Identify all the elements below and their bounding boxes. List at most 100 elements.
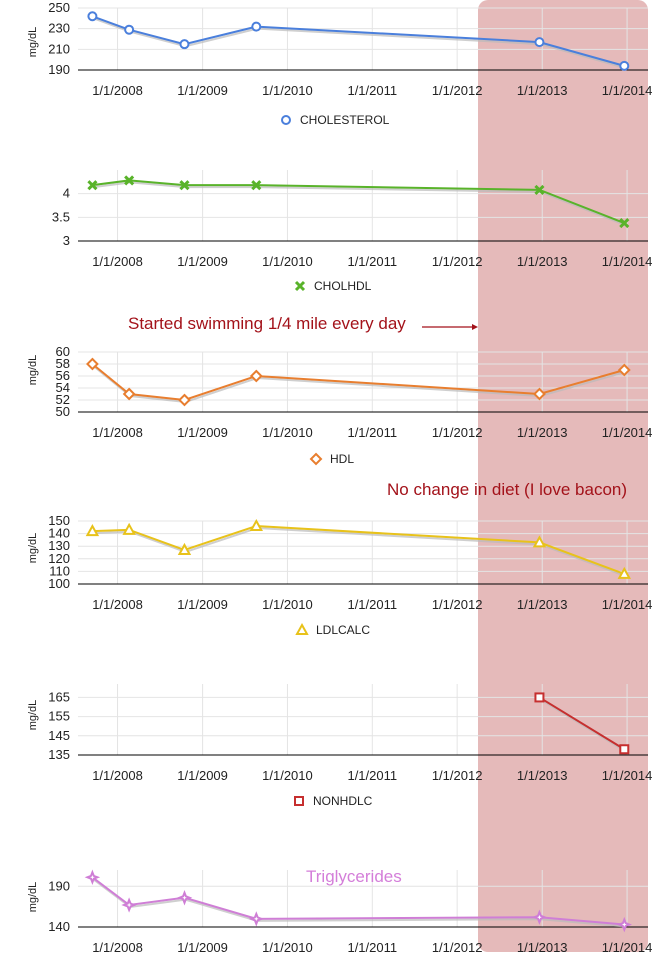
series-line bbox=[92, 15, 625, 67]
data-point bbox=[617, 566, 631, 579]
x-tick-label: 1/1/2012 bbox=[432, 940, 483, 955]
data-point bbox=[534, 37, 545, 48]
data-point bbox=[122, 522, 136, 535]
x-tick-label: 1/1/2009 bbox=[177, 425, 228, 440]
series-line bbox=[538, 696, 625, 751]
x-tick-label: 1/1/2012 bbox=[432, 597, 483, 612]
series-line bbox=[92, 179, 625, 224]
legend-marker bbox=[294, 280, 306, 292]
legend-label: HDL bbox=[330, 452, 354, 466]
data-point bbox=[124, 24, 135, 35]
x-tick-label: 1/1/2011 bbox=[347, 597, 397, 612]
series-line bbox=[92, 525, 625, 575]
x-tick-label: 1/1/2012 bbox=[432, 425, 483, 440]
series-line bbox=[91, 363, 625, 402]
x-tick-label: 1/1/2010 bbox=[262, 940, 313, 955]
x-tick-label: 1/1/2010 bbox=[262, 425, 313, 440]
x-tick-label: 1/1/2008 bbox=[92, 597, 143, 612]
series-shadow bbox=[93, 181, 626, 226]
y-tick-label: 60 bbox=[56, 344, 70, 359]
y-tick-label: 145 bbox=[48, 728, 70, 743]
y-tick-label: 54 bbox=[56, 380, 70, 395]
data-point bbox=[87, 11, 98, 22]
y-tick-label: 165 bbox=[48, 689, 70, 704]
swimming-annotation: Started swimming 1/4 mile every day bbox=[128, 314, 406, 333]
y-tick-label: 140 bbox=[48, 919, 70, 934]
x-tick-label: 1/1/2011 bbox=[347, 83, 397, 98]
x-tick-label: 1/1/2013 bbox=[517, 425, 568, 440]
legend-marker bbox=[295, 622, 309, 635]
series-shadow bbox=[539, 698, 626, 753]
data-point bbox=[619, 217, 630, 229]
x-tick-label: 1/1/2012 bbox=[432, 768, 483, 783]
y-axis-title: mg/dL bbox=[27, 882, 39, 913]
data-point bbox=[616, 916, 632, 933]
legend-label: NONHDLC bbox=[313, 794, 373, 808]
x-tick-label: 1/1/2014 bbox=[602, 425, 653, 440]
x-tick-label: 1/1/2009 bbox=[177, 940, 228, 955]
data-point bbox=[178, 393, 191, 407]
x-tick-label: 1/1/2014 bbox=[602, 768, 653, 783]
data-point bbox=[619, 60, 630, 71]
x-tick-label: 1/1/2010 bbox=[262, 597, 313, 612]
y-axis-title: mg/dL bbox=[27, 355, 39, 386]
data-point bbox=[122, 387, 136, 401]
data-point bbox=[179, 39, 190, 50]
y-tick-label: 56 bbox=[56, 368, 70, 383]
data-point bbox=[249, 369, 263, 383]
x-tick-label: 1/1/2008 bbox=[92, 940, 143, 955]
data-point bbox=[124, 175, 135, 186]
x-tick-label: 1/1/2008 bbox=[92, 768, 143, 783]
y-tick-label: 110 bbox=[49, 563, 70, 578]
x-tick-label: 1/1/2013 bbox=[517, 254, 568, 269]
x-tick-label: 1/1/2009 bbox=[177, 83, 228, 98]
y-tick-label: 100 bbox=[48, 576, 70, 591]
data-point bbox=[85, 357, 99, 371]
y-tick-label: 3.5 bbox=[52, 209, 70, 224]
series-shadow bbox=[93, 17, 626, 69]
y-tick-label: 140 bbox=[48, 526, 70, 541]
x-tick-label: 1/1/2013 bbox=[517, 940, 568, 955]
data-point bbox=[249, 518, 263, 532]
series-line bbox=[91, 876, 625, 926]
data-point bbox=[176, 889, 193, 906]
data-point bbox=[533, 387, 546, 401]
data-point bbox=[534, 184, 545, 195]
data-point bbox=[121, 897, 137, 913]
data-point bbox=[85, 524, 100, 537]
y-tick-label: 150 bbox=[48, 513, 70, 528]
x-tick-label: 1/1/2009 bbox=[177, 254, 228, 269]
x-tick-label: 1/1/2011 bbox=[347, 940, 397, 955]
y-tick-label: 52 bbox=[56, 392, 70, 407]
x-tick-label: 1/1/2010 bbox=[262, 254, 313, 269]
x-tick-label: 1/1/2010 bbox=[262, 768, 313, 783]
legend-marker bbox=[309, 452, 323, 466]
data-point bbox=[532, 535, 547, 548]
x-tick-label: 1/1/2008 bbox=[92, 83, 143, 98]
highlight-band bbox=[478, 0, 648, 952]
x-tick-label: 1/1/2013 bbox=[517, 768, 568, 783]
x-tick-label: 1/1/2011 bbox=[347, 425, 397, 440]
data-point bbox=[531, 909, 548, 925]
y-axis-title: mg/dL bbox=[27, 533, 39, 564]
x-tick-label: 1/1/2011 bbox=[347, 254, 397, 269]
data-point bbox=[177, 542, 192, 555]
data-point bbox=[534, 692, 545, 703]
x-tick-label: 1/1/2012 bbox=[432, 83, 483, 98]
data-point bbox=[617, 363, 631, 377]
legend-marker bbox=[281, 115, 291, 125]
x-tick-label: 1/1/2010 bbox=[262, 83, 313, 98]
y-tick-label: 210 bbox=[48, 41, 70, 56]
y-tick-label: 50 bbox=[56, 404, 70, 419]
legend-label: CHOLHDL bbox=[314, 279, 372, 293]
y-tick-label: 230 bbox=[48, 21, 70, 36]
y-tick-label: 250 bbox=[48, 0, 70, 15]
annotation-arrow-icon bbox=[422, 324, 478, 330]
y-tick-label: 4 bbox=[63, 186, 70, 201]
data-point bbox=[87, 180, 98, 191]
y-axis-title: mg/dL bbox=[27, 700, 39, 731]
y-axis-title: mg/dL bbox=[27, 27, 39, 58]
y-tick-label: 155 bbox=[48, 709, 70, 724]
y-tick-label: 135 bbox=[48, 747, 70, 762]
